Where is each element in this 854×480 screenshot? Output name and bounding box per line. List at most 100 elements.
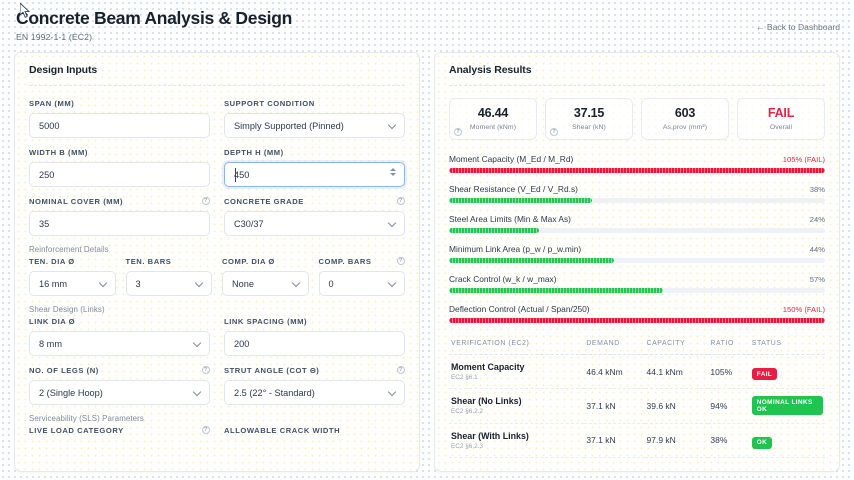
bar-percent: 44% [809, 245, 825, 255]
stat-card-shear: 37.15 Shear (kN) ? [545, 98, 633, 141]
col-capacity: CAPACITY [644, 334, 709, 356]
field-link-spacing: LINK SPACING (MM) 200 [224, 316, 405, 357]
cell-status: FAIL [749, 354, 825, 390]
design-inputs-column: Design Inputs SPAN (MM) 5000 S [14, 52, 420, 473]
label-text: NO. OF LEGS (N) [29, 365, 99, 375]
link-dia-select[interactable]: 8 mm [29, 331, 210, 357]
help-icon[interactable]: ? [202, 426, 210, 435]
verification-table-head: VERIFICATION (EC2) DEMAND CAPACITY RATIO… [449, 334, 825, 356]
cell-capacity: 97.9 kN [644, 423, 709, 458]
no-of-legs-select[interactable]: 2 (Single Hoop) [29, 380, 210, 406]
primary-fields-grid: SPAN (MM) 5000 SUPPORT CONDITION Simply … [29, 98, 405, 245]
verification-ref: EC2 §6.2.3 [451, 442, 483, 450]
support-condition-value: Simply Supported (Pinned) [234, 120, 344, 131]
label-text: STRUT ANGLE (COT Θ) [224, 365, 320, 375]
strut-angle-select[interactable]: 2.5 (22° - Standard) [224, 380, 405, 406]
spinner-up-icon[interactable] [390, 168, 396, 172]
field-comp-dia: COMP. DIA Ø None [222, 256, 309, 297]
span-input[interactable]: 5000 [29, 113, 210, 139]
help-icon[interactable]: ? [550, 128, 558, 137]
bar-fill [449, 258, 615, 264]
stat-label: Overall [769, 124, 793, 132]
help-icon[interactable]: ? [397, 257, 405, 266]
width-b-input[interactable]: 250 [29, 162, 210, 188]
label-text: WIDTH B (MM) [29, 147, 88, 157]
link-spacing-input[interactable]: 200 [224, 331, 405, 357]
comp-dia-select[interactable]: None [222, 271, 309, 297]
ten-dia-select[interactable]: 16 mm [29, 271, 116, 297]
back-to-dashboard-link[interactable]: ← Back to Dashboard [755, 22, 840, 32]
label-concrete-grade: CONCRETE GRADE ? [224, 196, 405, 206]
field-nominal-cover: NOMINAL COVER (MM) ? 35 [29, 196, 210, 237]
number-spinner[interactable] [390, 168, 396, 177]
help-icon[interactable]: ? [202, 366, 210, 375]
field-depth-h: DEPTH H (MM) 450 [224, 147, 405, 188]
stat-card-overall: FAIL Overall [737, 98, 825, 141]
design-inputs-card: Design Inputs SPAN (MM) 5000 S [14, 52, 420, 473]
cell-verification: Shear (With Links) EC2 §6.2.3 [449, 423, 585, 458]
label-width-b: WIDTH B (MM) [29, 147, 210, 157]
ten-dia-value: 16 mm [39, 278, 68, 289]
nominal-cover-input[interactable]: 35 [29, 211, 210, 237]
field-span: SPAN (MM) 5000 [29, 98, 210, 139]
table-row[interactable]: Moment Capacity EC2 §6.1 46.4 kNm 44.1 k… [449, 354, 825, 390]
cell-demand: 37.1 kN [584, 388, 645, 424]
spinner-down-icon[interactable] [390, 173, 396, 177]
label-text: SUPPORT CONDITION [224, 98, 315, 108]
bar-header: Minimum Link Area (p_w / p_w.min) 44% [449, 244, 825, 254]
analysis-results-card: Analysis Results 46.44 Moment (kNm) ? 37… [434, 52, 840, 473]
nominal-cover-input-value: 35 [39, 218, 50, 229]
support-condition-select[interactable]: Simply Supported (Pinned) [224, 113, 405, 139]
bar-track [449, 318, 825, 324]
field-ten-dia: TEN. DIA Ø 16 mm [29, 256, 116, 297]
divider [29, 85, 405, 87]
cell-verification: Moment Capacity EC2 §6.1 [449, 354, 585, 390]
bar-steel-area-limits: Steel Area Limits (Min & Max As) 24% [449, 214, 825, 234]
help-icon[interactable]: ? [397, 366, 405, 375]
title-block: Concrete Beam Analysis & Design EN 1992-… [14, 8, 292, 42]
stat-label: As,prov (mm²) [662, 124, 708, 132]
cell-verification: Shear (No Links) EC2 §6.2.2 [449, 388, 585, 424]
bar-label: Steel Area Limits (Min & Max As) [449, 214, 571, 225]
main-columns: Design Inputs SPAN (MM) 5000 S [14, 52, 840, 473]
label-text: LINK SPACING (MM) [224, 316, 308, 326]
bar-fill [449, 198, 592, 204]
stat-label: Moment (kNm) [469, 124, 517, 132]
analysis-results-column: Analysis Results 46.44 Moment (kNm) ? 37… [434, 52, 840, 473]
bar-deflection-control: Deflection Control (Actual / Span/250) 1… [449, 304, 825, 324]
bar-percent: 57% [809, 275, 825, 285]
ten-bars-select[interactable]: 3 [125, 271, 212, 297]
col-status: STATUS [749, 334, 825, 356]
help-icon[interactable]: ? [454, 128, 462, 137]
depth-h-input[interactable]: 450 [224, 162, 405, 188]
verification-name: Shear (With Links) [451, 430, 529, 441]
field-live-load-category: LIVE LOAD CATEGORY ? [29, 425, 210, 440]
bar-percent: 24% [809, 215, 825, 225]
bar-shear-resistance: Shear Resistance (V_Ed / V_Rd.s) 38% [449, 184, 825, 204]
shear-group-label: Shear Design (Links) [29, 305, 105, 315]
bar-crack-control: Crack Control (w_k / w_max) 57% [449, 274, 825, 294]
help-icon[interactable]: ? [202, 197, 210, 206]
stat-label: Shear (kN) [572, 124, 606, 132]
concrete-grade-select[interactable]: C30/37 [224, 211, 405, 237]
help-icon[interactable]: ? [397, 197, 405, 206]
bar-label: Crack Control (w_k / w_max) [449, 274, 557, 285]
bar-percent: 105% (FAIL) [782, 155, 825, 165]
bar-header: Steel Area Limits (Min & Max As) 24% [449, 214, 825, 224]
link-dia-value: 8 mm [39, 338, 62, 349]
label-text: DEPTH H (MM) [224, 147, 284, 157]
field-strut-angle: STRUT ANGLE (COT Θ) ? 2.5 (22° - Standar… [224, 365, 405, 406]
stat-card-as-prov: 603 As,prov (mm²) [641, 98, 729, 141]
sls-grid: LIVE LOAD CATEGORY ? ALLOWABLE CRACK WID… [29, 425, 405, 449]
label-nominal-cover: NOMINAL COVER (MM) ? [29, 196, 210, 206]
table-row[interactable]: Shear (No Links) EC2 §6.2.2 37.1 kN 39.6… [449, 388, 825, 424]
label-link-dia: LINK DIA Ø [29, 316, 210, 326]
reinforcement-group-label: Reinforcement Details [29, 245, 109, 255]
comp-bars-select[interactable]: 0 [318, 271, 405, 297]
bar-fill [449, 318, 825, 324]
bar-fill [449, 228, 540, 234]
table-row[interactable]: Shear (With Links) EC2 §6.2.3 37.1 kN 97… [449, 423, 825, 458]
stat-value: 603 [674, 106, 696, 121]
cell-ratio: 94% [708, 388, 750, 424]
